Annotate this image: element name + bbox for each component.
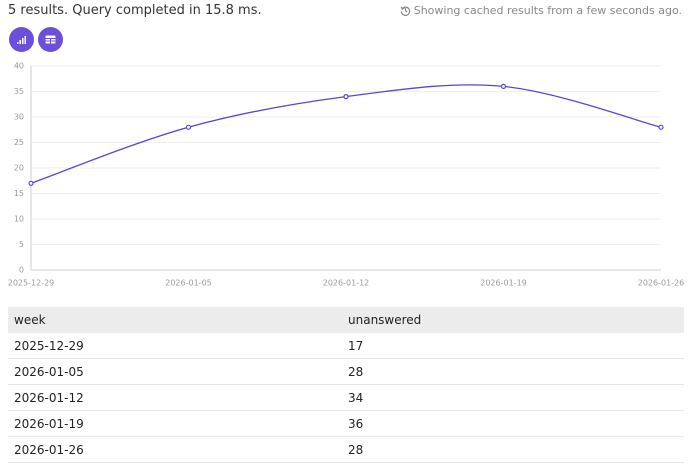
chart-icon xyxy=(17,36,26,44)
chart: 0 5 10 15 20 25 30 35 40 2025-12-29 2026-01-05 2026… xyxy=(8,62,685,288)
point xyxy=(185,124,192,130)
table-cell: 28 xyxy=(342,436,684,463)
table-cell: 2026-01-19 xyxy=(8,410,342,437)
table-cell: 34 xyxy=(342,384,684,411)
history-icon xyxy=(400,6,410,16)
y-tick-label: 10 xyxy=(14,215,24,224)
chart-view-button[interactable] xyxy=(9,27,34,52)
table-row: 2026-01-19 36 xyxy=(8,410,684,437)
table-cell: 28 xyxy=(342,358,684,385)
y-tick-label: 35 xyxy=(14,87,24,96)
table-row: 2026-01-26 28 xyxy=(8,436,684,463)
y-tick-label: 15 xyxy=(14,189,24,198)
table-cell: 2026-01-26 xyxy=(8,436,342,463)
table-cell: 2026-01-05 xyxy=(8,358,342,385)
table-cell: 2025-12-29 xyxy=(8,333,342,359)
y-tick-label: 25 xyxy=(14,138,24,147)
y-tick-label: 40 xyxy=(14,62,24,71)
table-cell: 2026-01-12 xyxy=(8,384,342,411)
x-tick-label: 2026-01-19 xyxy=(480,279,527,288)
y-tick-label: 30 xyxy=(14,113,24,122)
y-tick-label: 20 xyxy=(14,164,24,173)
table-cell: 36 xyxy=(342,410,684,437)
y-tick-label: 0 xyxy=(19,266,24,275)
x-tick-label: 2026-01-26 xyxy=(638,279,685,288)
column-header: unanswered xyxy=(342,307,684,333)
table-row: 2025-12-29 17 xyxy=(8,333,684,359)
point xyxy=(343,93,349,100)
header-row: week unanswered xyxy=(8,307,684,333)
table-row: 2026-01-05 28 xyxy=(8,358,684,385)
x-tick-label: 2026-01-05 xyxy=(165,279,212,288)
point xyxy=(500,83,507,90)
x-tick-label: 2026-01-12 xyxy=(323,279,370,288)
cache-text: Showing cached results from a few second… xyxy=(413,4,682,17)
x-tick-label: 2025-12-29 xyxy=(8,279,55,288)
table-cell: 17 xyxy=(342,333,684,359)
table-row: 2026-01-12 34 xyxy=(8,384,684,411)
line xyxy=(30,84,662,184)
point xyxy=(658,124,664,130)
cache-note: Showing cached results from a few second… xyxy=(400,4,682,17)
y-tick-label: 5 xyxy=(19,240,24,249)
point xyxy=(28,180,34,186)
status-text: 5 results. Query completed in 15.8 ms. xyxy=(8,3,262,18)
column-header: week xyxy=(8,307,342,333)
table-view-button[interactable] xyxy=(38,27,63,52)
table-icon xyxy=(45,35,56,44)
results-table: week unanswered 2025-12-29 17 2026-01-05 28 20… xyxy=(8,307,684,463)
